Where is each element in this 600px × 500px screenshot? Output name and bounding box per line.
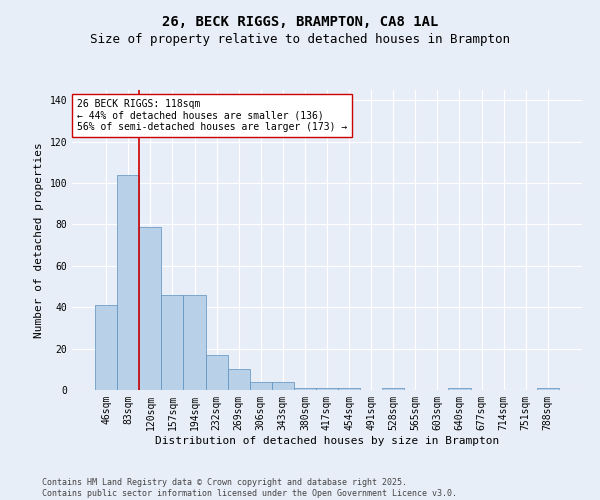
- Bar: [382, 388, 404, 390]
- Bar: [95, 305, 117, 390]
- Bar: [316, 388, 338, 390]
- Bar: [272, 382, 294, 390]
- Bar: [338, 388, 360, 390]
- Bar: [161, 295, 184, 390]
- Text: 26 BECK RIGGS: 118sqm
← 44% of detached houses are smaller (136)
56% of semi-det: 26 BECK RIGGS: 118sqm ← 44% of detached …: [77, 99, 347, 132]
- Bar: [227, 370, 250, 390]
- Bar: [139, 226, 161, 390]
- Text: Size of property relative to detached houses in Brampton: Size of property relative to detached ho…: [90, 32, 510, 46]
- Bar: [206, 355, 227, 390]
- Bar: [117, 175, 139, 390]
- Bar: [448, 388, 470, 390]
- X-axis label: Distribution of detached houses by size in Brampton: Distribution of detached houses by size …: [155, 436, 499, 446]
- Bar: [184, 295, 206, 390]
- Bar: [294, 388, 316, 390]
- Bar: [537, 388, 559, 390]
- Y-axis label: Number of detached properties: Number of detached properties: [34, 142, 44, 338]
- Bar: [250, 382, 272, 390]
- Text: Contains HM Land Registry data © Crown copyright and database right 2025.
Contai: Contains HM Land Registry data © Crown c…: [42, 478, 457, 498]
- Text: 26, BECK RIGGS, BRAMPTON, CA8 1AL: 26, BECK RIGGS, BRAMPTON, CA8 1AL: [162, 15, 438, 29]
